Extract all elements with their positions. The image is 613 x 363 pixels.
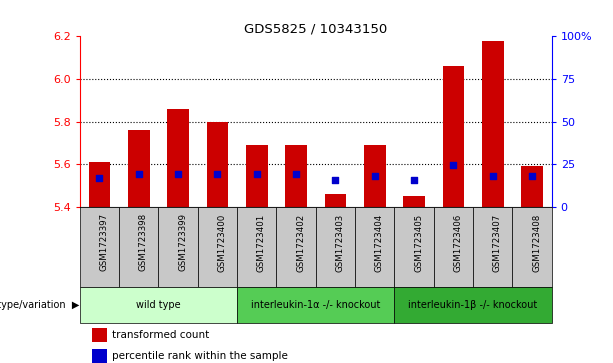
Text: GSM1723406: GSM1723406 xyxy=(454,213,462,272)
Bar xyxy=(482,41,503,207)
Text: GSM1723398: GSM1723398 xyxy=(139,213,148,272)
Text: GSM1723399: GSM1723399 xyxy=(178,213,187,271)
Bar xyxy=(394,287,552,323)
Bar xyxy=(88,162,110,207)
Text: GSM1723405: GSM1723405 xyxy=(414,213,423,272)
Point xyxy=(134,171,143,177)
Bar xyxy=(285,145,307,207)
Bar xyxy=(276,207,316,287)
Text: interleukin-1α -/- knockout: interleukin-1α -/- knockout xyxy=(251,300,381,310)
Title: GDS5825 / 10343150: GDS5825 / 10343150 xyxy=(244,22,387,35)
Point xyxy=(213,171,223,177)
Point xyxy=(409,178,419,183)
Bar xyxy=(364,145,386,207)
Bar xyxy=(119,207,158,287)
Point xyxy=(330,178,340,183)
Bar xyxy=(197,207,237,287)
Bar xyxy=(128,130,150,207)
Text: GSM1723401: GSM1723401 xyxy=(257,213,265,272)
Bar xyxy=(355,207,394,287)
Point xyxy=(370,173,379,179)
Bar xyxy=(93,348,107,363)
Text: transformed count: transformed count xyxy=(112,330,210,340)
Bar xyxy=(443,66,464,207)
Text: GSM1723403: GSM1723403 xyxy=(335,213,345,272)
Bar xyxy=(207,122,228,207)
Bar xyxy=(80,287,237,323)
Text: GSM1723407: GSM1723407 xyxy=(493,213,501,272)
Point xyxy=(449,162,459,168)
Bar xyxy=(93,328,107,342)
Bar xyxy=(521,166,543,207)
Bar xyxy=(158,207,198,287)
Text: interleukin-1β -/- knockout: interleukin-1β -/- knockout xyxy=(408,300,538,310)
Text: wild type: wild type xyxy=(136,300,181,310)
Text: genotype/variation  ▶: genotype/variation ▶ xyxy=(0,300,80,310)
Text: percentile rank within the sample: percentile rank within the sample xyxy=(112,351,288,361)
Bar xyxy=(403,196,425,207)
Bar xyxy=(324,194,346,207)
Point xyxy=(173,171,183,177)
Bar xyxy=(80,207,119,287)
Point xyxy=(94,175,104,181)
Bar xyxy=(167,109,189,207)
Bar xyxy=(237,207,276,287)
Point xyxy=(488,173,498,179)
Point xyxy=(527,173,537,179)
Bar xyxy=(237,287,394,323)
Text: GSM1723400: GSM1723400 xyxy=(218,213,226,272)
Point xyxy=(252,171,262,177)
Point xyxy=(291,171,301,177)
Text: GSM1723402: GSM1723402 xyxy=(296,213,305,272)
Bar xyxy=(473,207,512,287)
Bar xyxy=(434,207,473,287)
Bar xyxy=(246,145,267,207)
Bar xyxy=(512,207,552,287)
Text: GSM1723404: GSM1723404 xyxy=(375,213,384,272)
Text: GSM1723408: GSM1723408 xyxy=(532,213,541,272)
Text: GSM1723397: GSM1723397 xyxy=(99,213,109,272)
Bar xyxy=(394,207,434,287)
Bar xyxy=(316,207,355,287)
